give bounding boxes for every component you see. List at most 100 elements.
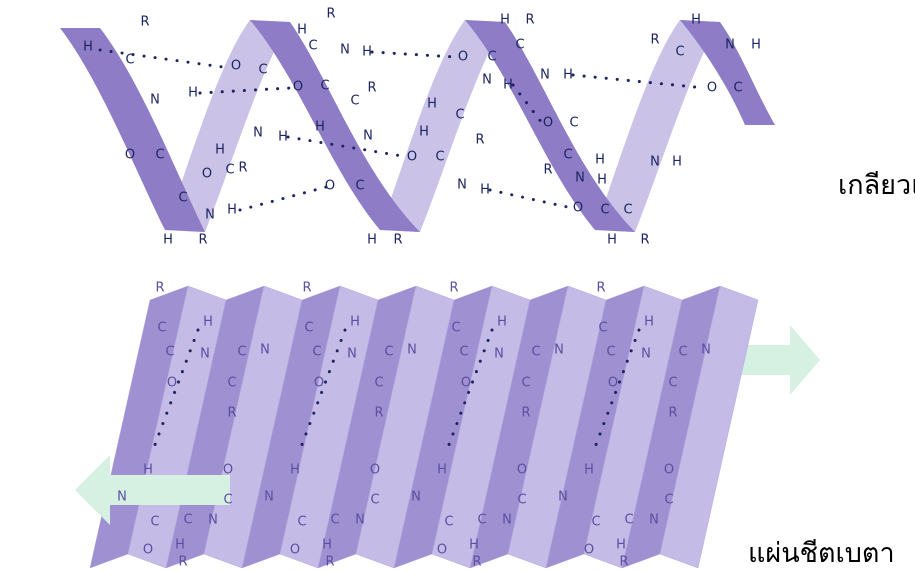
atom-label: R [668, 406, 677, 421]
atom-label: C [178, 191, 187, 206]
atom-label: O [458, 50, 468, 65]
atom-label: N [482, 73, 492, 88]
atom-label: N [575, 171, 585, 186]
atom-label: O [461, 376, 471, 391]
atom-label: C [444, 515, 453, 530]
atom-label: H [203, 315, 213, 330]
atom-label: C [227, 376, 236, 391]
atom-label: H [597, 173, 607, 188]
atom-label: O [517, 463, 527, 478]
atom-label: N [363, 129, 373, 144]
atom-label: H [480, 183, 490, 198]
atom-label: C [451, 321, 460, 336]
atom-label: H [367, 233, 377, 248]
atom-label: C [531, 345, 540, 360]
atom-label: C [223, 493, 232, 508]
atom-label: H [227, 203, 237, 218]
atom-label: R [198, 233, 207, 248]
atom-label: N [641, 347, 651, 362]
atom-label: O [293, 80, 303, 95]
atom-label: H [672, 155, 682, 170]
atom-label: R [543, 163, 552, 178]
atom-label: H [469, 538, 479, 553]
atom-label: N [347, 347, 357, 362]
atom-label: N [540, 68, 550, 83]
atom-label: O [231, 59, 241, 74]
sheet-label: แผ่นชีตเบตา [748, 538, 895, 568]
atom-label: H [644, 315, 654, 330]
atom-label: H [175, 538, 185, 553]
atom-label: O [707, 81, 717, 96]
atom-label: N [117, 490, 127, 505]
atom-label: C [330, 513, 339, 528]
atom-label: C [355, 179, 364, 194]
atom-label: O [290, 543, 300, 558]
atom-label: C [600, 203, 609, 218]
atom-label: N [457, 178, 467, 193]
atom-label: R [302, 281, 311, 296]
atom-label: R [596, 281, 605, 296]
atom-label: H [437, 463, 447, 478]
atom-label: H [616, 538, 626, 553]
h-bond [490, 190, 572, 208]
atom-label: R [178, 555, 187, 570]
atom-label: H [163, 233, 173, 248]
atom-label: R [367, 81, 376, 96]
atom-label: O [664, 463, 674, 478]
atom-label: C [320, 79, 329, 94]
atom-label: H [500, 13, 510, 28]
atom-label: H [751, 38, 761, 53]
atom-label: O [202, 167, 212, 182]
atom-label: N [725, 38, 735, 53]
atom-label: C [374, 376, 383, 391]
atom-label: C [258, 63, 267, 78]
atom-label: R [393, 233, 402, 248]
atom-label: C [155, 148, 164, 163]
atom-label: R [140, 15, 149, 30]
atom-label: N [205, 208, 215, 223]
atom-label: C [297, 515, 306, 530]
atom-label: C [733, 81, 742, 96]
atom-label: C [591, 515, 600, 530]
atom-label: C [664, 493, 673, 508]
atom-label: R [650, 33, 659, 48]
atom-label: C [370, 493, 379, 508]
atom-label: O [314, 376, 324, 391]
atom-label: H [419, 125, 429, 140]
atom-label: C [150, 515, 159, 530]
atom-label: H [584, 463, 594, 478]
atom-label: R [374, 406, 383, 421]
atom-label: C [459, 345, 468, 360]
atom-label: O [223, 463, 233, 478]
atom-label: H [607, 233, 617, 248]
atom-label: O [608, 376, 618, 391]
atom-label: R [525, 13, 534, 28]
atom-label: N [208, 513, 218, 528]
atom-label: C [521, 376, 530, 391]
atom-label: C [384, 345, 393, 360]
atom-label: O [543, 116, 553, 131]
atom-label: O [584, 543, 594, 558]
atom-label: R [619, 555, 628, 570]
atom-label: C [435, 150, 444, 165]
atom-label: N [150, 93, 160, 108]
atom-label: N [340, 43, 350, 58]
atom-label: H [497, 315, 507, 330]
atom-label: C [477, 513, 486, 528]
atom-label: N [649, 513, 659, 528]
atom-label: H [427, 97, 437, 112]
diagram: HCRNHOCCHRNHNHHCROOCOCRHCNHRCHNHOCHROCNH… [0, 0, 915, 571]
atom-label: H [503, 78, 513, 93]
atom-label: N [253, 126, 263, 141]
atom-label: C [678, 345, 687, 360]
ribbon-back [595, 20, 720, 232]
atom-label: R [521, 406, 530, 421]
atom-label: H [691, 13, 701, 28]
atom-label: C [623, 203, 632, 218]
atom-label: C [563, 148, 572, 163]
atom-label: N [264, 490, 274, 505]
atom-label: C [183, 513, 192, 528]
atom-label: H [83, 40, 93, 55]
helix-label: เกลียวแอลฟา [838, 170, 915, 200]
